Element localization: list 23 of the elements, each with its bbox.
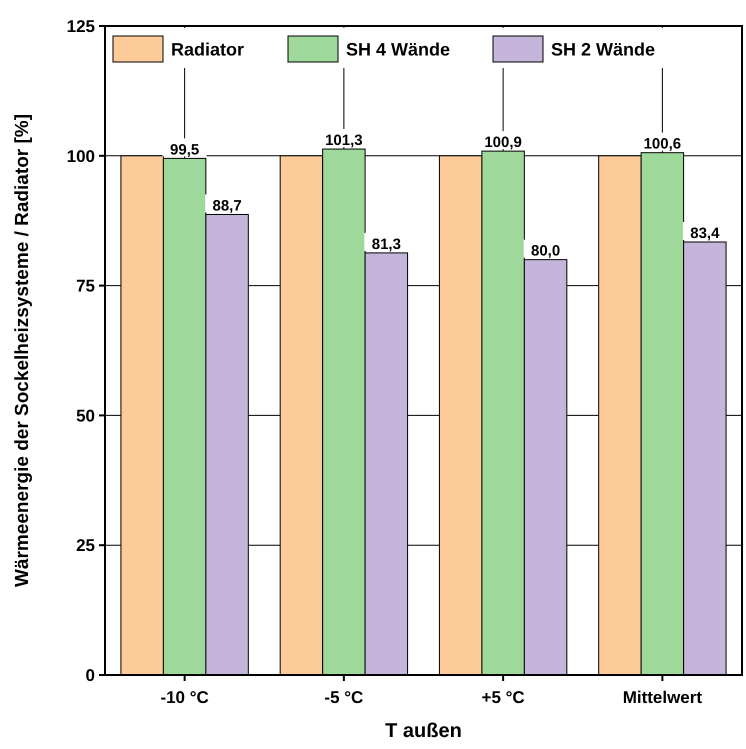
- data-label: 83,4: [690, 224, 720, 242]
- x-axis-title: T außen: [385, 720, 462, 742]
- y-tick-label: 25: [76, 536, 95, 556]
- x-tick-label: -10 °C: [160, 688, 209, 707]
- y-tick-label: 125: [66, 16, 95, 36]
- y-tick-label: 75: [76, 276, 95, 296]
- legend-label: SH 4 Wände: [346, 39, 450, 60]
- data-label: 80,0: [530, 242, 560, 260]
- data-label: 101,3: [325, 132, 363, 150]
- y-axis-title: Wärmeenergie der Sockelheizsysteme / Radiator [%]: [12, 114, 33, 588]
- x-tick-label: -5 °C: [324, 688, 364, 707]
- data-label: 88,7: [212, 197, 242, 214]
- data-label: 100,9: [484, 134, 522, 152]
- legend-label: Radiator: [171, 39, 244, 60]
- x-tick-label: Mittelwert: [622, 688, 702, 707]
- y-tick-label: 50: [76, 406, 95, 426]
- data-label: 100,6: [644, 136, 682, 153]
- legend-label: SH 2 Wände: [551, 39, 656, 60]
- x-tick-label: +5 °C: [482, 688, 525, 707]
- data-label: 81,3: [372, 236, 401, 253]
- data-label: 99,5: [170, 141, 200, 158]
- y-tick-label: 0: [86, 666, 95, 685]
- y-tick-label: 100: [66, 146, 95, 166]
